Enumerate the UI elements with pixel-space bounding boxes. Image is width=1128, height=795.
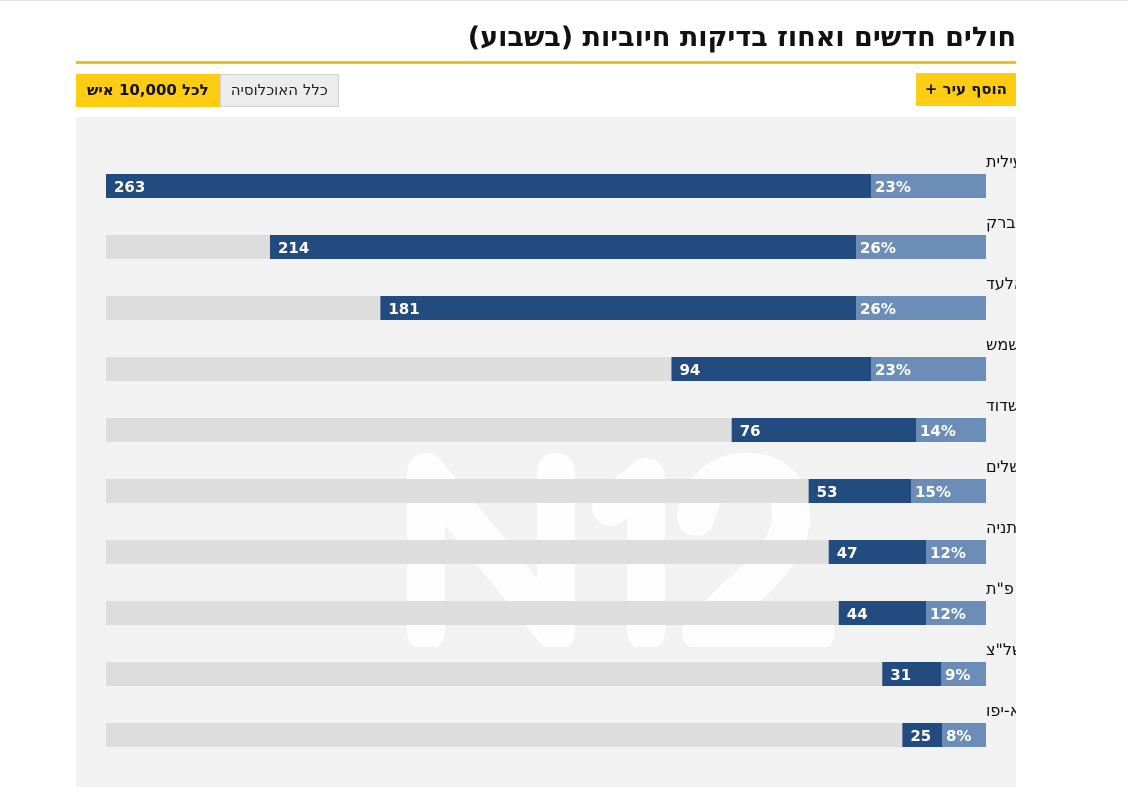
count-bar xyxy=(106,174,871,198)
percent-bar xyxy=(916,418,986,442)
category-label: בני ברק xyxy=(986,213,1016,232)
percent-data-label: 12% xyxy=(930,544,966,562)
percent-data-label: 8% xyxy=(946,727,971,745)
total-population-toggle-button[interactable]: כלל האוכלוסיה xyxy=(219,74,339,107)
percent-data-label: 26% xyxy=(860,300,896,318)
percent-bar xyxy=(871,357,986,381)
bar-track xyxy=(106,723,986,747)
bar-chart: מודיעין עילית 263 23% בני ברק 214 26% אלעד 181 2… xyxy=(106,152,1016,747)
category-label: אלעד xyxy=(986,274,1016,293)
count-data-label: 181 xyxy=(388,300,419,318)
percent-data-label: 14% xyxy=(920,422,956,440)
add-city-button[interactable]: הוסף עיר + xyxy=(915,73,1016,106)
count-bar xyxy=(882,662,941,686)
count-bar xyxy=(731,418,916,442)
percent-bar xyxy=(911,479,986,503)
count-data-label: 263 xyxy=(114,178,145,196)
category-label: פ"ת xyxy=(986,579,1014,598)
category-label: אשדוד xyxy=(986,396,1016,415)
count-data-label: 31 xyxy=(890,666,911,684)
count-data-label: 25 xyxy=(910,727,931,745)
page-title: חולים חדשים ואחוז בדיקות חיוביות (בשבוע) xyxy=(467,22,1016,53)
count-bar xyxy=(380,296,856,320)
percent-bar xyxy=(926,601,986,625)
per-10000-toggle-button[interactable]: לכל 10,000 איש xyxy=(76,74,220,107)
count-data-label: 76 xyxy=(740,422,761,440)
top-divider xyxy=(0,0,1128,1)
category-label: ראשל"צ xyxy=(986,640,1016,659)
percent-data-label: 23% xyxy=(875,178,911,196)
percent-bar xyxy=(926,540,986,564)
count-bar xyxy=(671,357,871,381)
count-data-label: 53 xyxy=(817,483,838,501)
percent-bar xyxy=(871,174,986,198)
count-data-label: 47 xyxy=(837,544,858,562)
percent-data-label: 23% xyxy=(875,361,911,379)
category-label: נתניה xyxy=(986,518,1016,537)
chart-panel: מודיעין עילית 263 23% בני ברק 214 26% אלעד 181 2… xyxy=(76,117,1016,787)
title-underline xyxy=(76,61,1016,64)
percent-bar xyxy=(942,723,986,747)
count-bar xyxy=(838,601,926,625)
percent-bar xyxy=(856,235,986,259)
percent-data-label: 9% xyxy=(945,666,970,684)
category-label: מודיעין עילית xyxy=(986,152,1016,171)
count-data-label: 214 xyxy=(278,239,309,257)
category-label: ת"א-יפו xyxy=(986,701,1016,720)
count-data-label: 44 xyxy=(847,605,868,623)
category-label: ירושלים xyxy=(986,457,1016,476)
count-bar xyxy=(902,723,942,747)
bar-track xyxy=(106,662,986,686)
population-toggle: לכל 10,000 איש כלל האוכלוסיה xyxy=(76,74,339,107)
percent-bar xyxy=(856,296,986,320)
count-bar xyxy=(808,479,911,503)
count-bar xyxy=(828,540,926,564)
percent-bar xyxy=(941,662,986,686)
percent-data-label: 26% xyxy=(860,239,896,257)
percent-data-label: 12% xyxy=(930,605,966,623)
count-bar xyxy=(269,235,857,259)
count-data-label: 94 xyxy=(679,361,700,379)
category-label: בית שמש xyxy=(986,335,1016,354)
percent-data-label: 15% xyxy=(915,483,951,501)
